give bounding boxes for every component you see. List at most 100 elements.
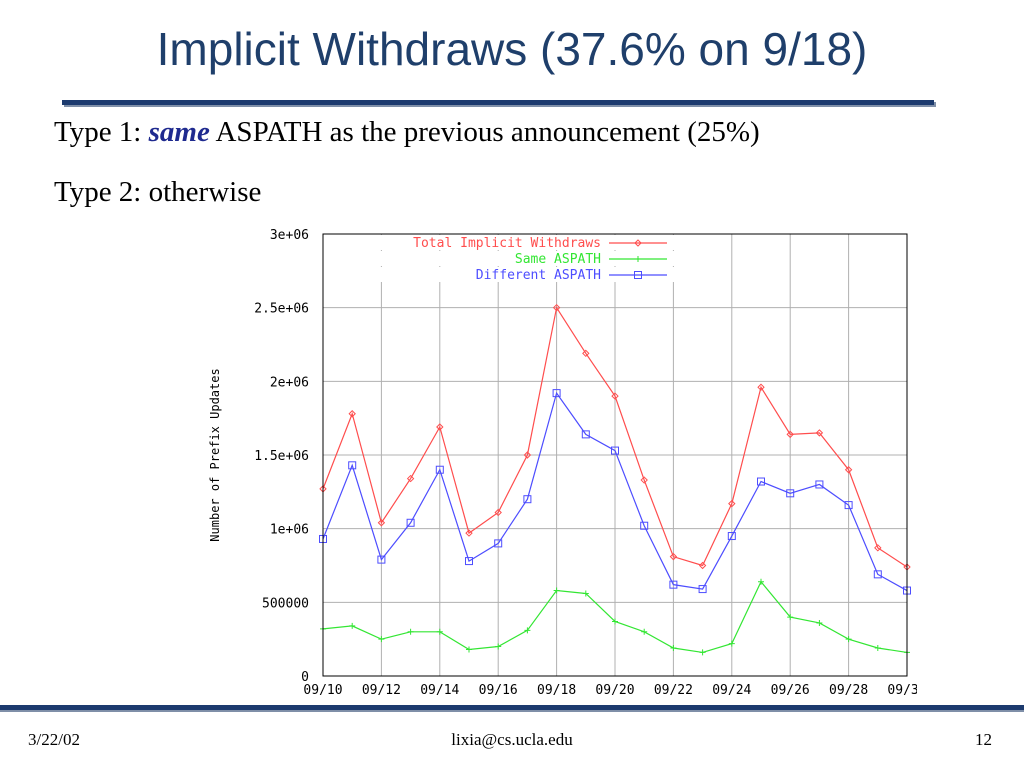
legend-backdrop	[331, 235, 693, 250]
legend-backdrop	[331, 251, 693, 266]
x-tick-label: 09/12	[362, 683, 401, 698]
y-tick-label: 1.5e+06	[254, 449, 309, 464]
data-point-square	[465, 557, 473, 566]
data-point-square	[523, 495, 532, 504]
data-point-square	[581, 430, 590, 439]
data-point-diamond	[436, 423, 444, 431]
data-point-plus	[728, 640, 735, 647]
data-point-plus	[787, 614, 794, 621]
series-group	[320, 578, 910, 656]
data-point-square	[494, 539, 503, 548]
chart-svg: 0 500000 1e+06 1.5e+06 2e+06 2.5e+06 3e+06 09/1…	[197, 228, 927, 708]
data-point-square	[669, 580, 678, 589]
x-tick-label: 09/20	[595, 683, 634, 698]
footer-page-number: 12	[975, 730, 992, 749]
series-line	[322, 306, 908, 568]
legend-label: Different ASPATH	[476, 268, 601, 283]
data-point-diamond	[728, 499, 736, 508]
data-point-diamond	[406, 474, 415, 483]
data-point-plus	[582, 590, 589, 597]
x-tick-label: 09/26	[771, 683, 810, 698]
data-point-plus	[612, 618, 618, 625]
title-underline	[62, 100, 934, 105]
series-group	[319, 389, 911, 595]
data-point-diamond	[669, 552, 678, 561]
data-point-square	[552, 389, 561, 398]
legend-backdrop	[331, 267, 693, 282]
data-point-square	[640, 521, 649, 530]
x-tick-label: 09/10	[303, 683, 342, 698]
data-point-plus	[874, 645, 881, 652]
bullet-type-2: Type 2: otherwise	[54, 176, 262, 208]
y-tick-label: 0	[301, 670, 309, 685]
data-point-plus	[845, 636, 852, 643]
data-point-square	[873, 570, 882, 579]
data-point-plus	[758, 578, 764, 585]
data-point-plus	[699, 649, 706, 656]
data-point-diamond	[786, 430, 794, 439]
data-point-square	[406, 518, 415, 527]
data-point-diamond	[698, 561, 707, 570]
x-tick-label: 09/18	[537, 683, 576, 698]
data-point-square	[727, 532, 736, 541]
bullet-type-1-suffix: ASPATH as the previous announcement (25%…	[209, 116, 760, 148]
data-point-diamond	[815, 429, 824, 437]
footer-date: 3/22/02	[28, 730, 80, 749]
x-tick-label: 09/24	[712, 683, 751, 698]
data-point-square	[815, 480, 824, 489]
data-point-square	[435, 465, 444, 474]
data-point-plus	[407, 628, 414, 635]
series-line	[322, 391, 908, 592]
axis-layer: 0 500000 1e+06 1.5e+06 2e+06 2.5e+06 3e+06 09/1…	[208, 228, 927, 698]
footer-email: lixia@cs.ucla.edu	[451, 730, 573, 749]
data-point-square	[377, 555, 386, 564]
x-tick-label: 09/14	[420, 683, 459, 698]
series-group	[319, 303, 911, 571]
data-point-square	[698, 585, 707, 594]
implicit-withdraws-chart: 0 500000 1e+06 1.5e+06 2e+06 2.5e+06 3e+06 09/1…	[197, 228, 927, 708]
data-point-square	[786, 489, 795, 498]
y-tick-label: 2.5e+06	[254, 302, 309, 317]
footer-rule	[0, 705, 1024, 710]
data-point-plus	[466, 646, 472, 653]
data-point-diamond	[844, 466, 853, 474]
y-tick-label: 1e+06	[270, 523, 309, 538]
bullet-type-1-emphasis: same	[148, 116, 210, 148]
series-layer	[319, 303, 911, 656]
data-point-diamond	[348, 410, 356, 418]
bullet-type-1-prefix: Type 1:	[54, 116, 149, 148]
data-point-square	[844, 501, 853, 510]
data-point-plus	[816, 619, 823, 626]
data-point-square	[611, 446, 619, 455]
bullet-type-1: Type 1: same ASPATH as the previous anno…	[54, 116, 760, 149]
data-point-diamond	[465, 529, 473, 537]
data-point-diamond	[757, 383, 765, 391]
data-point-plus	[495, 643, 502, 650]
data-point-diamond	[523, 451, 532, 459]
data-point-plus	[524, 627, 531, 634]
data-point-diamond	[634, 239, 642, 247]
plot-frame	[322, 233, 908, 677]
data-point-plus	[641, 628, 648, 635]
data-point-plus	[670, 645, 677, 652]
data-point-diamond	[377, 519, 386, 527]
y-tick-label: 2e+06	[270, 375, 309, 390]
data-point-square	[757, 477, 765, 486]
legend-label: Same ASPATH	[515, 252, 601, 267]
data-point-diamond	[494, 508, 502, 517]
data-point-diamond	[640, 476, 648, 484]
x-tick-label: 09/16	[479, 683, 518, 698]
legend-label: Total Implicit Withdraws	[413, 236, 601, 251]
y-tick-label: 3e+06	[270, 228, 309, 243]
data-point-diamond	[552, 303, 561, 312]
slide-title: Implicit Withdraws (37.6% on 9/18)	[156, 23, 868, 75]
data-point-plus	[436, 628, 443, 635]
x-tick-label: 09/28	[829, 683, 868, 698]
data-point-diamond	[611, 392, 619, 400]
x-tick-label: 09/30	[887, 683, 917, 698]
y-axis-title: Number of Prefix Updates	[208, 368, 222, 541]
data-point-plus	[553, 587, 560, 594]
y-tick-label: 500000	[262, 596, 309, 611]
data-point-diamond	[582, 349, 590, 358]
data-point-square	[348, 461, 357, 470]
